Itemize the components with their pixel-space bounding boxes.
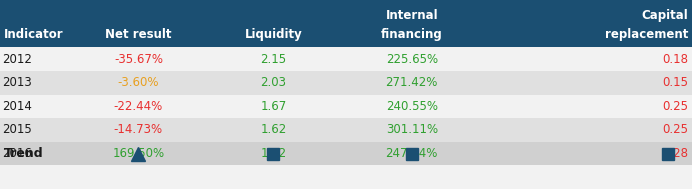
- Text: -3.60%: -3.60%: [118, 76, 159, 89]
- Text: 2013: 2013: [3, 76, 32, 89]
- Bar: [0, 47, 692, 71]
- Text: -14.73%: -14.73%: [114, 123, 163, 136]
- Text: 2014: 2014: [2, 100, 33, 113]
- Text: Capital: Capital: [641, 9, 689, 22]
- Text: 301.11%: 301.11%: [385, 123, 438, 136]
- Text: -22.44%: -22.44%: [113, 100, 163, 113]
- Bar: [0, 118, 692, 142]
- Text: 0.28: 0.28: [662, 147, 689, 160]
- Text: 1.67: 1.67: [260, 100, 286, 113]
- Text: 0.25: 0.25: [662, 123, 689, 136]
- Bar: [0, 0, 692, 47]
- Text: 0.15: 0.15: [662, 76, 689, 89]
- Text: replacement: replacement: [606, 28, 689, 40]
- Text: financing: financing: [381, 28, 443, 40]
- Text: 1.62: 1.62: [260, 123, 286, 136]
- Text: 2.03: 2.03: [260, 76, 286, 89]
- Text: Liquidity: Liquidity: [244, 28, 302, 40]
- Text: Internal: Internal: [385, 9, 438, 22]
- Text: 225.65%: 225.65%: [385, 53, 438, 66]
- Text: Indicator: Indicator: [3, 28, 63, 40]
- Bar: [0, 94, 692, 118]
- Text: Net result: Net result: [105, 28, 172, 40]
- Text: 240.55%: 240.55%: [385, 100, 438, 113]
- Text: 2015: 2015: [3, 123, 32, 136]
- Text: Trend: Trend: [3, 147, 43, 160]
- Text: 2012: 2012: [2, 53, 33, 66]
- Text: 0.25: 0.25: [662, 100, 689, 113]
- Text: 169.50%: 169.50%: [112, 147, 165, 160]
- Bar: [0, 142, 692, 165]
- Text: 0.18: 0.18: [662, 53, 689, 66]
- Bar: [0, 142, 692, 165]
- Text: 247.94%: 247.94%: [385, 147, 438, 160]
- Text: 2.15: 2.15: [260, 53, 286, 66]
- Text: -35.67%: -35.67%: [114, 53, 163, 66]
- Text: 271.42%: 271.42%: [385, 76, 438, 89]
- Bar: [0, 71, 692, 94]
- Text: 2016: 2016: [2, 147, 33, 160]
- Text: 1.52: 1.52: [260, 147, 286, 160]
